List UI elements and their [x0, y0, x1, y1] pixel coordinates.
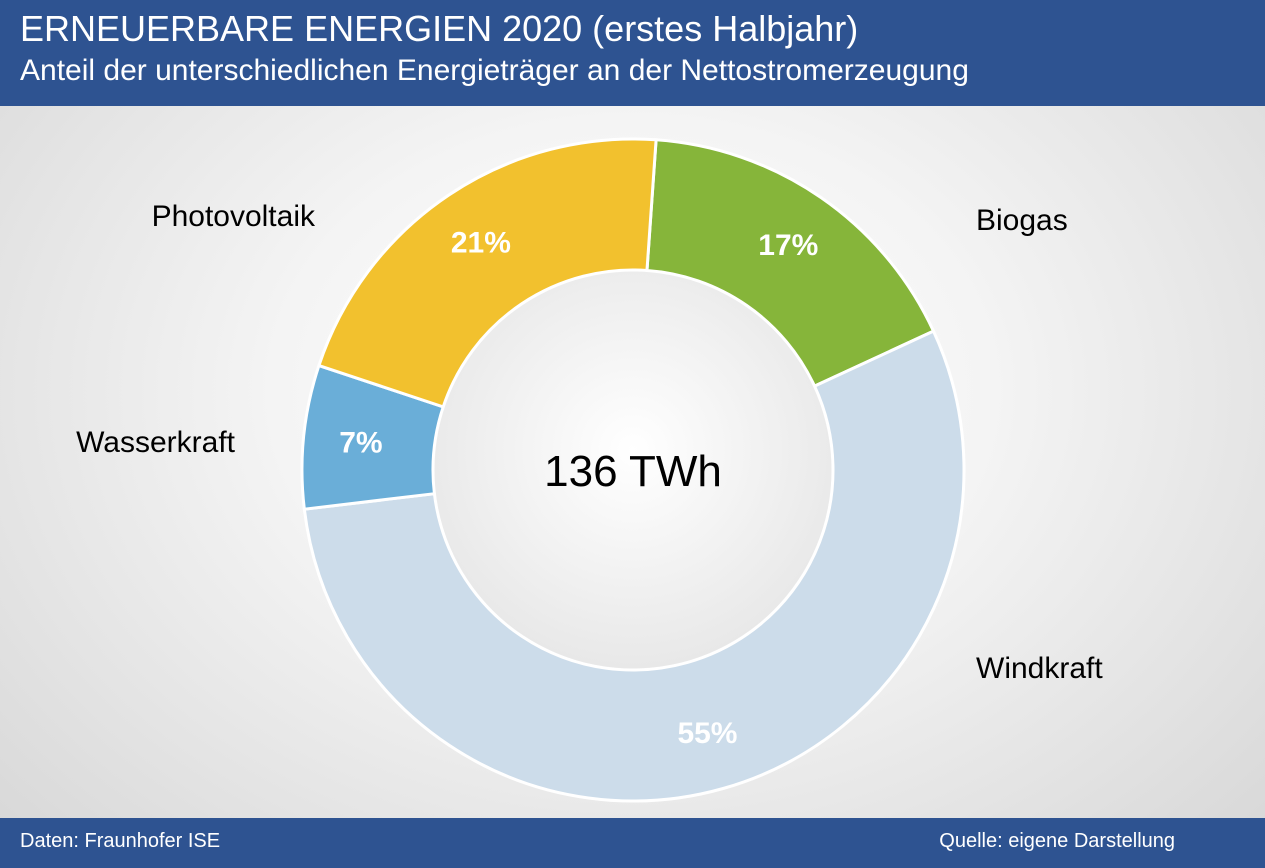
slice-photovoltaik: [317, 137, 658, 409]
footer-bar: Daten: Fraunhofer ISE Quelle: eigene Dar…: [0, 818, 1265, 868]
value-label-wasserkraft: 7%: [339, 426, 382, 459]
category-label-windkraft: Windkraft: [976, 652, 1103, 685]
center-total-label: 136 TWh: [544, 447, 722, 496]
category-label-biogas: Biogas: [976, 204, 1068, 237]
slice-biogas: [645, 138, 936, 389]
donut-hole: [434, 271, 832, 669]
data-source: Daten: Fraunhofer ISE: [20, 830, 221, 852]
value-label-photovoltaik: 21%: [451, 227, 511, 260]
value-label-windkraft: 55%: [677, 717, 737, 750]
value-label-biogas: 17%: [758, 229, 818, 262]
chart-title: ERNEUERBARE ENERGIEN 2020 (erstes Halbja…: [20, 8, 859, 49]
chart-subtitle: Anteil der unterschiedlichen Energieträg…: [20, 54, 969, 87]
category-label-wasserkraft: Wasserkraft: [76, 426, 236, 459]
donut-chart: 17% Biogas 55% Windkraft 7% Wasserkraft 21% Pho…: [76, 137, 1103, 803]
slice-windkraft: [302, 329, 966, 803]
header-bar: ERNEUERBARE ENERGIEN 2020 (erstes Halbja…: [0, 0, 1265, 106]
attribution: Quelle: eigene Darstellung: [939, 830, 1175, 852]
category-label-photovoltaik: Photovoltaik: [152, 200, 316, 233]
